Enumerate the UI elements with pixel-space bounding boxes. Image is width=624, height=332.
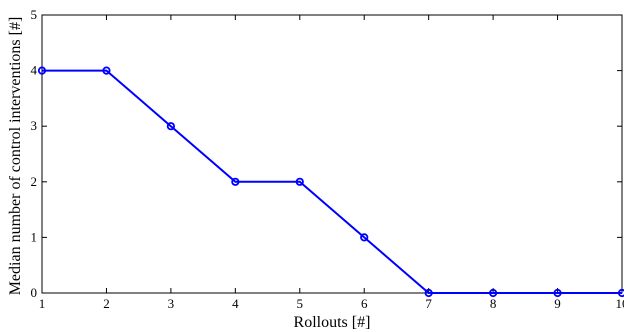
x-tick-label: 8 — [490, 296, 497, 311]
data-point — [489, 288, 498, 298]
y-tick-label: 3 — [31, 118, 38, 133]
y-tick-label: 1 — [31, 229, 38, 244]
x-tick-label: 2 — [103, 296, 110, 311]
series-line — [42, 69, 622, 294]
data-point — [617, 288, 624, 298]
x-tick-label: 9 — [554, 296, 561, 311]
data-point — [553, 288, 562, 298]
y-axis-ticks: 0 1 2 3 4 5 — [31, 7, 622, 300]
data-point — [37, 66, 47, 75]
x-tick-label: 7 — [425, 296, 432, 311]
plot-frame — [41, 14, 623, 294]
data-point — [102, 66, 111, 75]
data-point — [424, 288, 433, 298]
x-tick-label: 4 — [232, 296, 239, 311]
x-tick-label: 3 — [168, 296, 175, 311]
data-point — [231, 177, 240, 186]
y-tick-label: 2 — [31, 174, 38, 189]
y-tick-label: 0 — [31, 285, 38, 300]
x-tick-label: 10 — [616, 296, 624, 311]
x-axis-ticks: 1 2 3 4 5 6 7 8 9 10 — [39, 15, 624, 311]
data-point — [295, 177, 304, 186]
x-tick-label: 5 — [297, 296, 304, 311]
data-point — [360, 233, 369, 242]
x-axis-label: Rollouts [#] — [294, 314, 371, 331]
data-point — [166, 122, 175, 131]
y-axis-label: Median number of control interventions [… — [7, 17, 24, 296]
y-tick-label: 4 — [31, 63, 38, 78]
y-tick-label: 5 — [31, 7, 38, 22]
plot-area — [41, 14, 623, 294]
x-tick-label: 1 — [39, 296, 46, 311]
x-tick-label: 6 — [361, 296, 368, 311]
series-layer — [37, 66, 624, 298]
